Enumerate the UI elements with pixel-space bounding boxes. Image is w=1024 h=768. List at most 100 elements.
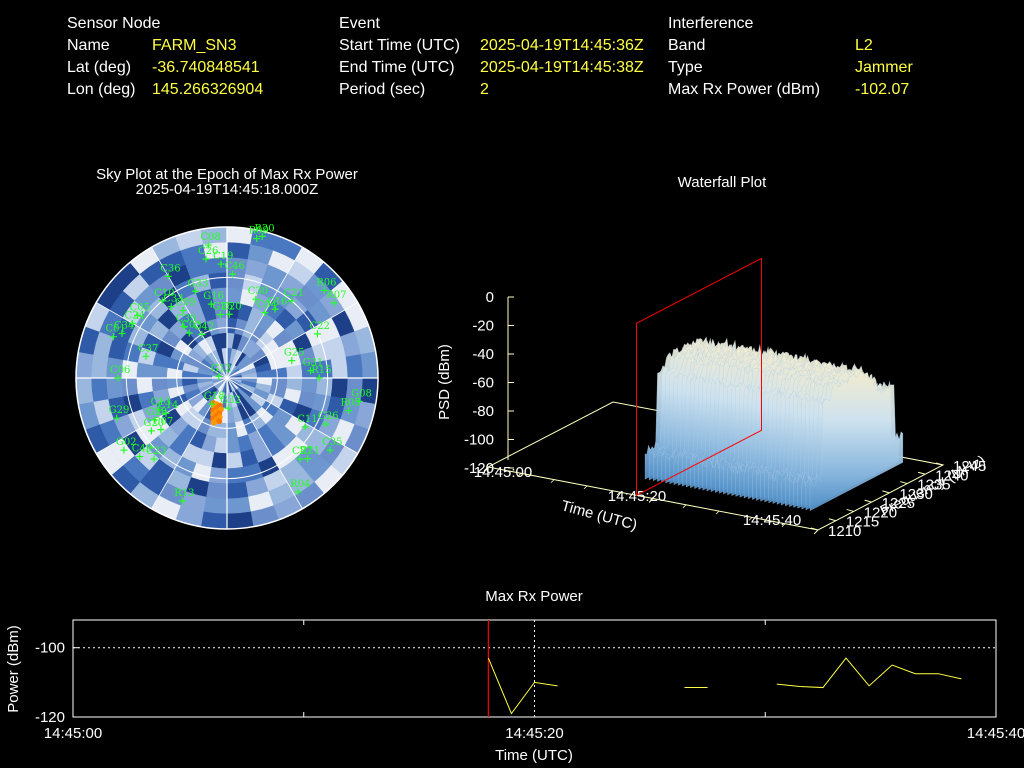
satellite-marker	[179, 306, 187, 314]
psd-tick-label: -20	[472, 318, 494, 335]
time-tick	[483, 466, 489, 472]
x-tick-label: 14:45:00	[44, 725, 102, 742]
azimuth-line	[96, 377, 228, 454]
satellite-label: G32	[220, 395, 241, 406]
satellite-label: C20	[221, 301, 241, 312]
satellite-marker	[157, 426, 165, 434]
max-power-plane	[636, 257, 762, 497]
satellite-label: C22	[309, 321, 329, 332]
freq-tick-label: 1235	[917, 477, 950, 494]
satellite-marker	[216, 311, 224, 319]
y-tick-label: -100	[35, 640, 65, 657]
sensor-value: 145.266326904	[152, 81, 264, 98]
satellite-label: G12	[211, 363, 232, 374]
freq-tick-label: 1225	[882, 495, 915, 512]
satellite-label: C34	[114, 320, 134, 331]
satellite-marker	[207, 300, 215, 308]
satellite-label: G31	[303, 358, 324, 369]
event-label: End Time (UTC)	[339, 59, 455, 76]
interference-heading: Interference	[668, 15, 754, 32]
satellite-label: C36	[160, 263, 180, 274]
max-rx-power-title: Max Rx Power	[485, 588, 583, 605]
x-axis-label: Time (UTC)	[495, 747, 573, 764]
satellite-label: C35	[322, 437, 342, 448]
satellite-label: C03	[181, 320, 201, 331]
psd-tick-label: 0	[486, 289, 494, 306]
satellite-marker	[304, 455, 312, 463]
satellite-label: R06	[316, 277, 336, 288]
freq-tick-label: 1215	[846, 514, 879, 531]
freq-tick	[864, 499, 872, 503]
freq-tick	[918, 471, 926, 475]
time-minor-tick	[715, 510, 720, 515]
time-tick-label: 14:45:00	[474, 464, 532, 481]
azimuth-line	[226, 302, 358, 379]
sensor-label: Name	[67, 37, 110, 54]
satellite-marker	[288, 357, 296, 365]
satellite-marker	[228, 270, 236, 278]
interference-panel: Interference Band L2 Type Jammer Max Rx Power…	[668, 13, 968, 103]
time-minor-tick	[583, 485, 588, 490]
interference-label: Band	[668, 37, 706, 54]
satellite-label: C33	[163, 294, 183, 305]
sensor-label: Lat (deg)	[67, 59, 132, 76]
satellite-label: C39	[176, 314, 196, 325]
satellite-label: C27	[292, 446, 312, 457]
sky-plot-subtitle: 2025-04-19T14:45:18.000Z	[136, 181, 319, 198]
azimuth-line	[151, 377, 228, 509]
freq-tick-label: 1230	[899, 486, 932, 503]
interference-label: Max Rx Power (dBm)	[668, 81, 821, 98]
satellite-label: G25	[284, 348, 305, 359]
y-axis-label: Power (dBm)	[5, 625, 22, 713]
psd-tick-label: -60	[472, 375, 494, 392]
psd-ticks: 0 -20 -40 -60 -80 -100 -120	[464, 289, 514, 477]
satellite-label: R05	[341, 398, 361, 409]
satellite-marker	[142, 352, 150, 360]
freq-tick	[810, 527, 819, 531]
satellite-label: C06	[110, 365, 130, 376]
azimuth-line	[226, 377, 358, 454]
satellite-label: C16	[267, 296, 287, 307]
jammer-point	[216, 418, 223, 425]
satellite-label: G28	[146, 407, 167, 418]
satellite-marker	[296, 455, 304, 463]
satellite-label: C21	[284, 288, 304, 299]
satellite-marker	[215, 372, 223, 380]
power-line-segment	[776, 657, 962, 689]
satellite-marker	[180, 323, 188, 331]
waterfall-title: Waterfall Plot	[678, 174, 767, 191]
satellite-marker	[134, 311, 142, 319]
event-value: 2	[480, 81, 489, 98]
satellite-label: C23	[146, 446, 166, 457]
satellite-label: C08	[200, 232, 220, 243]
sensor-node-panel: Sensor Node Name FARM_SN3 Lat (deg) -36.7408…	[67, 13, 327, 103]
satellite-label: C30	[248, 286, 268, 297]
satellite-marker	[136, 453, 144, 461]
jammer-point	[210, 419, 217, 426]
satellite-label: C01	[105, 324, 125, 335]
time-minor-tick	[517, 473, 522, 477]
satellite-marker	[261, 309, 269, 317]
sensor-value: FARM_SN3	[152, 37, 237, 54]
satellite-marker	[129, 319, 137, 327]
satellite-marker	[109, 333, 117, 341]
satellite-label: G08	[351, 388, 372, 399]
satellite-marker	[208, 400, 216, 408]
x-tick-label: 14:45:20	[505, 725, 563, 742]
event-value: 2025-04-19T14:45:38Z	[480, 59, 644, 76]
satellite-marker	[158, 297, 166, 305]
satellite-label: R09	[249, 226, 269, 237]
satellite-marker	[217, 260, 225, 268]
satellite-marker	[253, 235, 261, 243]
satellite-marker	[224, 404, 232, 412]
x-tick-label: 14:45:40	[967, 725, 1024, 742]
freq-tick-label: 1220	[864, 504, 897, 521]
max-rx-power-grid	[73, 620, 996, 718]
satellite-label: C04	[257, 300, 277, 311]
psd-tick-label: -100	[464, 432, 494, 449]
event-panel: Event Start Time (UTC) 2025-04-19T14:45:36…	[339, 13, 659, 103]
